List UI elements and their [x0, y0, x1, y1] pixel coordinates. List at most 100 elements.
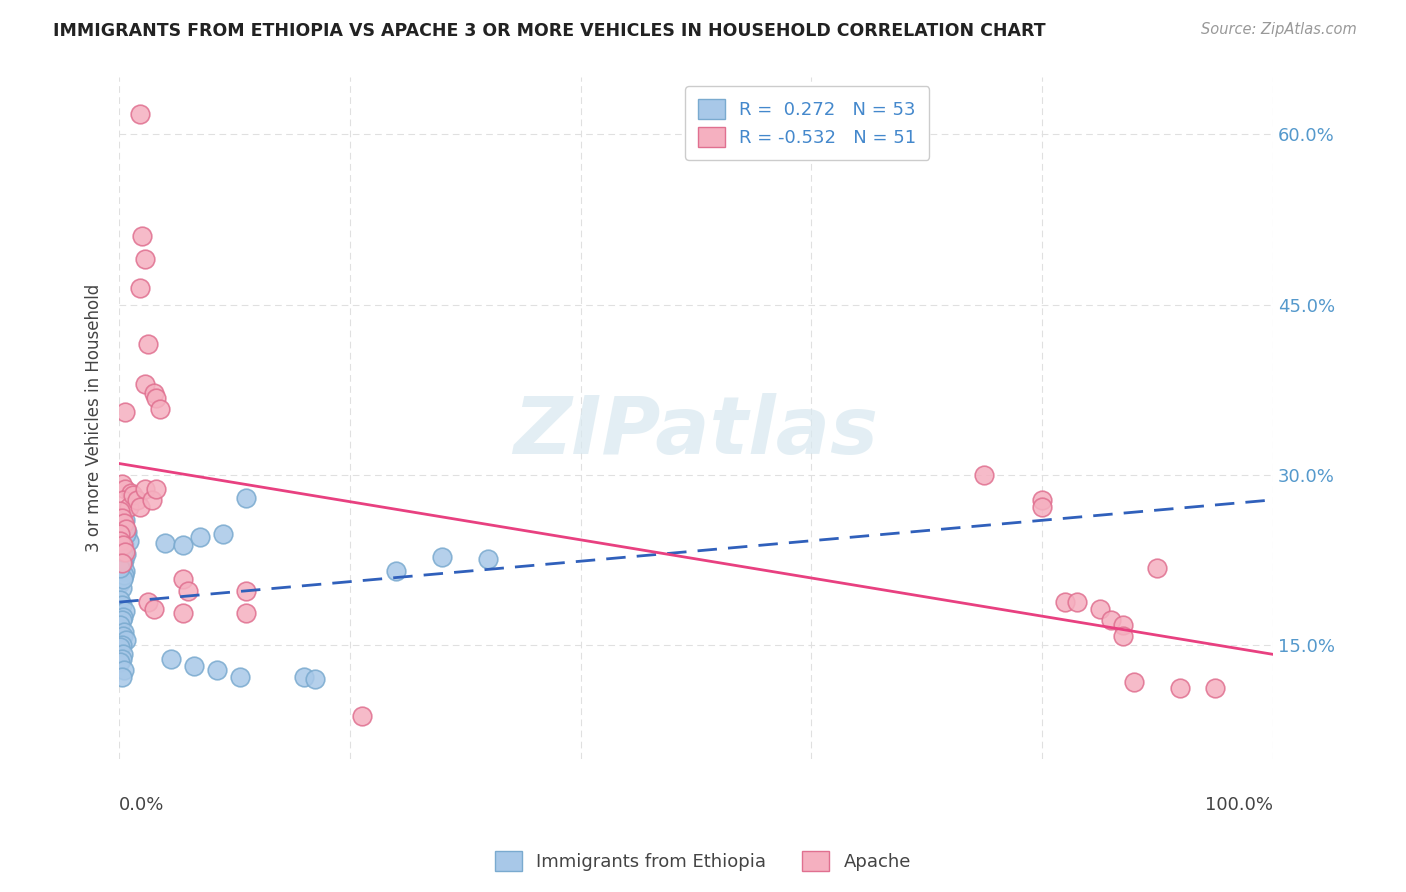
- Point: [141, 492, 163, 507]
- Point: [136, 595, 159, 609]
- Point: [235, 607, 257, 621]
- Point: [142, 602, 165, 616]
- Point: [110, 582, 132, 596]
- Point: [114, 545, 136, 559]
- Point: [122, 488, 145, 502]
- Point: [110, 575, 132, 590]
- Point: [115, 522, 138, 536]
- Point: [110, 652, 132, 666]
- Point: [207, 663, 229, 677]
- Point: [112, 516, 135, 530]
- Point: [129, 500, 152, 514]
- Point: [110, 638, 132, 652]
- Legend: Immigrants from Ethiopia, Apache: Immigrants from Ethiopia, Apache: [488, 844, 918, 879]
- Point: [112, 663, 135, 677]
- Point: [110, 617, 132, 632]
- Point: [1112, 629, 1135, 643]
- Point: [114, 565, 136, 579]
- Text: Source: ZipAtlas.com: Source: ZipAtlas.com: [1201, 22, 1357, 37]
- Point: [385, 565, 408, 579]
- Point: [111, 573, 134, 587]
- Point: [112, 624, 135, 639]
- Point: [973, 467, 995, 482]
- Point: [304, 673, 326, 687]
- Point: [111, 538, 134, 552]
- Point: [114, 513, 136, 527]
- Point: [112, 553, 135, 567]
- Point: [1054, 595, 1077, 609]
- Point: [110, 561, 132, 575]
- Point: [112, 538, 135, 552]
- Point: [110, 549, 132, 564]
- Point: [129, 280, 152, 294]
- Point: [183, 658, 205, 673]
- Point: [115, 527, 138, 541]
- Point: [131, 229, 153, 244]
- Point: [136, 337, 159, 351]
- Point: [110, 613, 132, 627]
- Point: [110, 599, 132, 613]
- Point: [110, 561, 132, 575]
- Point: [172, 573, 194, 587]
- Point: [1066, 595, 1088, 609]
- Point: [110, 565, 132, 579]
- Point: [110, 552, 132, 566]
- Point: [1146, 561, 1168, 575]
- Point: [172, 607, 194, 621]
- Text: 100.0%: 100.0%: [1205, 797, 1272, 814]
- Point: [110, 655, 132, 669]
- Point: [235, 491, 257, 505]
- Point: [111, 570, 134, 584]
- Point: [134, 377, 156, 392]
- Legend: R =  0.272   N = 53, R = -0.532   N = 51: R = 0.272 N = 53, R = -0.532 N = 51: [685, 87, 929, 160]
- Point: [111, 610, 134, 624]
- Point: [1112, 617, 1135, 632]
- Point: [142, 386, 165, 401]
- Point: [112, 519, 135, 533]
- Point: [110, 504, 132, 518]
- Point: [432, 549, 454, 564]
- Point: [1099, 613, 1122, 627]
- Point: [114, 604, 136, 618]
- Point: [115, 632, 138, 647]
- Point: [110, 670, 132, 684]
- Point: [1204, 681, 1226, 696]
- Y-axis label: 3 or more Vehicles in Household: 3 or more Vehicles in Household: [86, 284, 103, 552]
- Point: [114, 482, 136, 496]
- Point: [111, 545, 134, 559]
- Point: [112, 567, 135, 582]
- Point: [115, 548, 138, 562]
- Point: [134, 482, 156, 496]
- Point: [477, 552, 499, 566]
- Point: [110, 558, 132, 573]
- Point: [145, 391, 167, 405]
- Point: [110, 533, 132, 548]
- Point: [145, 482, 167, 496]
- Point: [110, 557, 132, 571]
- Text: ZIPatlas: ZIPatlas: [513, 392, 879, 471]
- Point: [350, 708, 373, 723]
- Point: [117, 524, 139, 539]
- Point: [160, 652, 183, 666]
- Point: [292, 670, 315, 684]
- Point: [110, 640, 132, 655]
- Point: [117, 533, 139, 548]
- Point: [114, 405, 136, 419]
- Point: [172, 538, 194, 552]
- Point: [177, 583, 200, 598]
- Point: [110, 541, 132, 556]
- Text: 0.0%: 0.0%: [120, 797, 165, 814]
- Point: [111, 492, 134, 507]
- Point: [125, 492, 148, 507]
- Point: [1170, 681, 1192, 696]
- Point: [110, 527, 132, 541]
- Point: [229, 670, 252, 684]
- Point: [155, 536, 177, 550]
- Point: [110, 477, 132, 491]
- Point: [212, 527, 235, 541]
- Text: IMMIGRANTS FROM ETHIOPIA VS APACHE 3 OR MORE VEHICLES IN HOUSEHOLD CORRELATION C: IMMIGRANTS FROM ETHIOPIA VS APACHE 3 OR …: [53, 22, 1046, 40]
- Point: [1031, 492, 1053, 507]
- Point: [117, 500, 139, 514]
- Point: [111, 648, 134, 662]
- Point: [1088, 602, 1111, 616]
